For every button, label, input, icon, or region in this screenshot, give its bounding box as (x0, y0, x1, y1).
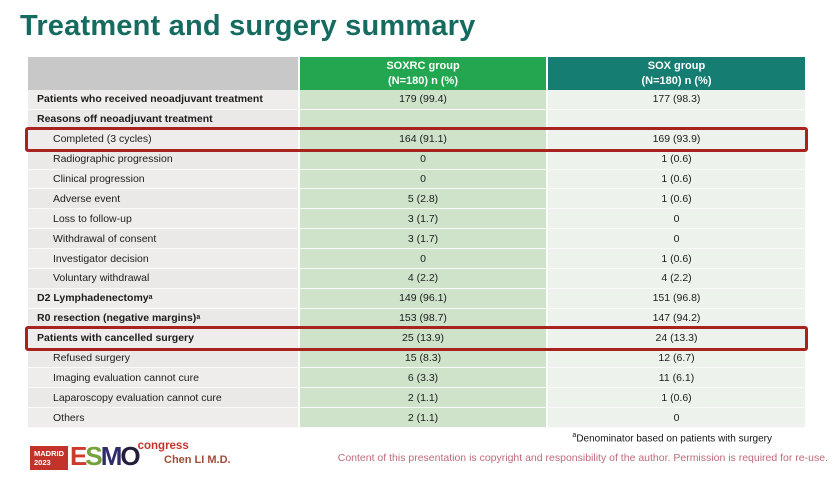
sox-value-cell: 1 (0.6) (548, 249, 805, 270)
sox-value-cell: 11 (6.1) (548, 368, 805, 389)
soxrc-value-cell: 0 (300, 169, 548, 190)
table-row: D2 Lymphadenectomy a 149 (96.1) 151 (96.8… (28, 288, 805, 309)
row-label-cell: Patients who received neoadjuvant treatm… (28, 90, 300, 110)
soxrc-value-cell: 149 (96.1) (300, 288, 548, 309)
soxrc-value-cell: 3 (1.7) (300, 229, 548, 250)
table-row: Others 2 (1.1) 0 (28, 408, 805, 429)
header-soxrc-group: SOXRC group (N=180) n (%) (300, 57, 548, 90)
copyright-notice: Content of this presentation is copyrigh… (337, 452, 828, 464)
esmo-wordmark: ESMO (70, 441, 141, 471)
soxrc-value-cell: 179 (99.4) (300, 90, 548, 110)
row-label-cell: R0 resection (negative margins) a (28, 308, 300, 329)
row-label-cell: Radiographic progression (28, 149, 300, 170)
header-sox-group: SOX group (N=180) n (%) (548, 57, 805, 90)
table-row: Investigator decision 0 1 (0.6) (28, 249, 805, 270)
logo-venue-text: MADRID (34, 449, 64, 458)
row-label-cell: D2 Lymphadenectomy a (28, 288, 300, 309)
table-row: Clinical progression 0 1 (0.6) (28, 169, 805, 190)
table-row: Laparoscopy evaluation cannot cure 2 (1.… (28, 388, 805, 409)
soxrc-value-cell: 4 (2.2) (300, 269, 548, 289)
row-label-cell: Investigator decision (28, 249, 300, 270)
soxrc-value-cell: 3 (1.7) (300, 209, 548, 230)
table-row: Patients who received neoadjuvant treatm… (28, 90, 805, 110)
row-label-cell: Patients with cancelled surgery (28, 328, 300, 349)
row-label-cell: Completed (3 cycles) (28, 129, 300, 150)
sox-value-cell (548, 109, 805, 130)
row-label-cell: Reasons off neoadjuvant treatment (28, 109, 300, 130)
table-row: Imaging evaluation cannot cure 6 (3.3) 1… (28, 368, 805, 389)
row-label-cell: Loss to follow-up (28, 209, 300, 230)
soxrc-value-cell: 25 (13.9) (300, 328, 548, 349)
row-label-cell: Others (28, 408, 300, 429)
soxrc-value-cell: 15 (8.3) (300, 348, 548, 369)
table-row: Patients with cancelled surgery 25 (13.9… (25, 325, 808, 351)
summary-table: SOXRC group (N=180) n (%) SOX group (N=1… (25, 57, 808, 429)
table-row: Adverse event 5 (2.8) 1 (0.6) (28, 189, 805, 210)
soxrc-value-cell: 153 (98.7) (300, 308, 548, 329)
sox-value-cell: 1 (0.6) (548, 388, 805, 409)
esmo-letter-e: E (70, 441, 87, 471)
soxrc-value-cell: 164 (91.1) (300, 129, 548, 150)
table-footnote: aDenominator based on patients with surg… (572, 432, 772, 444)
esmo-congress-logo: MADRID 2023 ESMO congress (30, 440, 189, 471)
row-label-cell: Imaging evaluation cannot cure (28, 368, 300, 389)
sox-value-cell: 1 (0.6) (548, 149, 805, 170)
logo-year-text: 2023 (34, 458, 51, 467)
row-label-cell: Refused surgery (28, 348, 300, 369)
footnote-text: Denominator based on patients with surge… (576, 433, 772, 445)
esmo-letter-s: S (85, 441, 102, 471)
sox-value-cell: 0 (548, 229, 805, 250)
table-row: Refused surgery 15 (8.3) 12 (6.7) (28, 348, 805, 369)
congress-label: congress (137, 440, 189, 452)
soxrc-group-name: SOXRC group (386, 59, 460, 72)
sox-value-cell: 4 (2.2) (548, 269, 805, 289)
soxrc-value-cell: 0 (300, 249, 548, 270)
esmo-letter-o: O (120, 441, 140, 471)
page-title: Treatment and surgery summary (20, 10, 476, 42)
sox-value-cell: 169 (93.9) (548, 129, 805, 150)
table-row: Radiographic progression 0 1 (0.6) (28, 149, 805, 170)
sox-value-cell: 0 (548, 209, 805, 230)
table-row: Withdrawal of consent 3 (1.7) 0 (28, 229, 805, 250)
row-label-cell: Voluntary withdrawal (28, 269, 300, 289)
sox-value-cell: 151 (96.8) (548, 288, 805, 309)
row-label-cell: Withdrawal of consent (28, 229, 300, 250)
sox-value-cell: 24 (13.3) (548, 328, 805, 349)
sox-group-n: (N=180) n (%) (641, 74, 712, 87)
soxrc-value-cell: 2 (1.1) (300, 388, 548, 409)
row-label-cell: Laparoscopy evaluation cannot cure (28, 388, 300, 409)
table-row: Voluntary withdrawal 4 (2.2) 4 (2.2) (28, 269, 805, 289)
table-row: Completed (3 cycles) 164 (91.1) 169 (93.… (25, 126, 808, 152)
table-header-row: SOXRC group (N=180) n (%) SOX group (N=1… (28, 57, 805, 90)
header-empty-cell (28, 57, 300, 90)
sox-value-cell: 1 (0.6) (548, 189, 805, 210)
sox-value-cell: 12 (6.7) (548, 348, 805, 369)
soxrc-group-n: (N=180) n (%) (388, 74, 458, 87)
author-name: Chen LI M.D. (164, 454, 231, 466)
soxrc-value-cell: 0 (300, 149, 548, 170)
footnote-superscript: a (572, 432, 577, 439)
soxrc-value-cell: 2 (1.1) (300, 408, 548, 429)
soxrc-value-cell: 5 (2.8) (300, 189, 548, 210)
soxrc-value-cell (300, 109, 548, 130)
table-row: R0 resection (negative margins) a 153 (98… (28, 308, 805, 329)
esmo-letter-m: M (100, 441, 123, 471)
sox-value-cell: 147 (94.2) (548, 308, 805, 329)
table-row: Reasons off neoadjuvant treatment (28, 109, 805, 130)
sox-group-name: SOX group (647, 59, 706, 72)
table-row: Loss to follow-up 3 (1.7) 0 (28, 209, 805, 230)
sox-value-cell: 177 (98.3) (548, 90, 805, 110)
madrid-2023-badge: MADRID 2023 (30, 446, 68, 470)
row-label-cell: Clinical progression (28, 169, 300, 190)
sox-value-cell: 1 (0.6) (548, 169, 805, 190)
table-body: Patients who received neoadjuvant treatm… (25, 90, 808, 429)
sox-value-cell: 0 (548, 408, 805, 429)
row-label-cell: Adverse event (28, 189, 300, 210)
soxrc-value-cell: 6 (3.3) (300, 368, 548, 389)
